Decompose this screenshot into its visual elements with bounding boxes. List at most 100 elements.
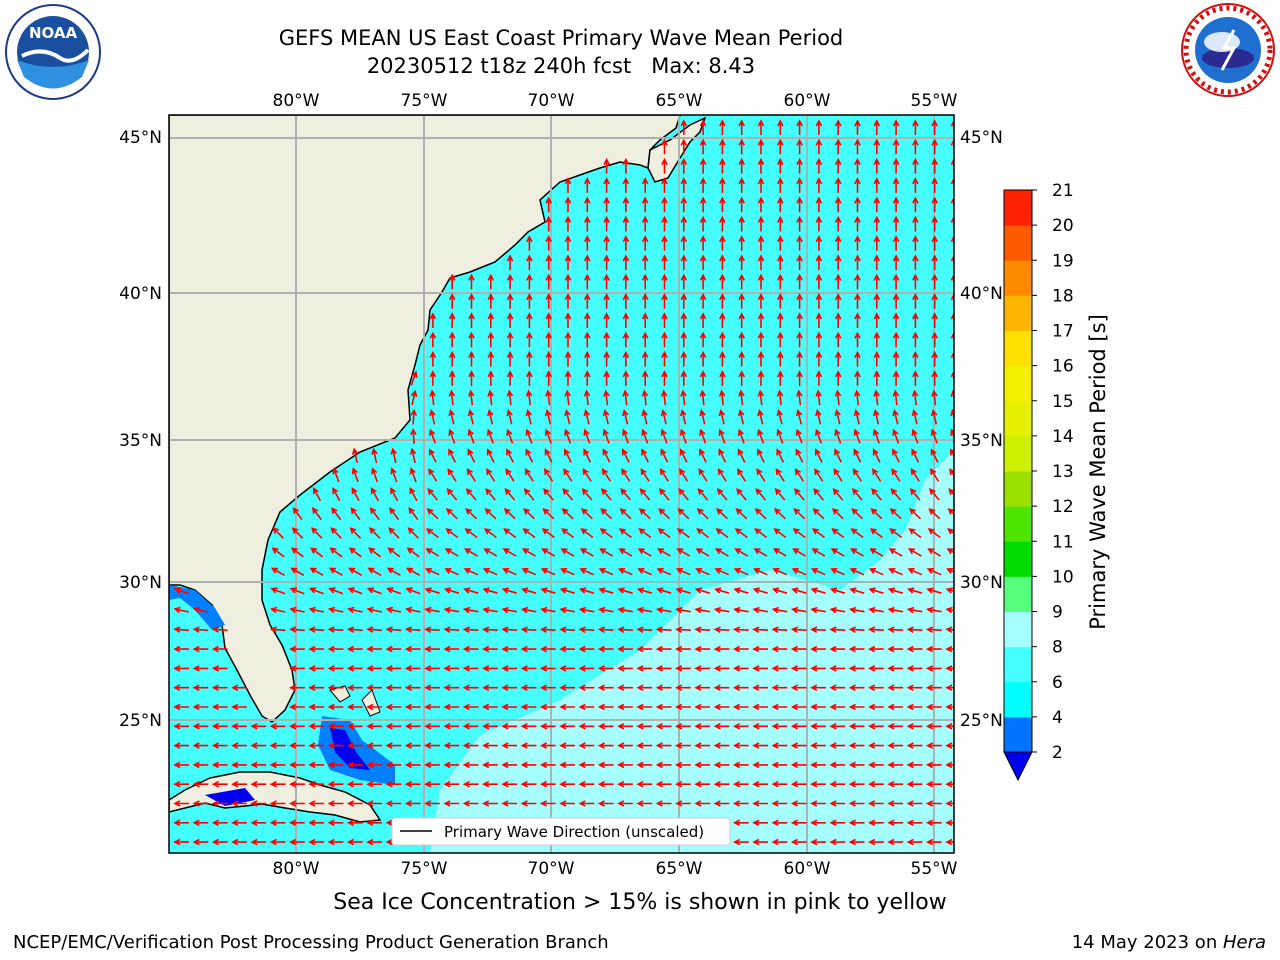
wave-direction-arrow bbox=[390, 486, 399, 502]
wave-direction-arrow bbox=[370, 486, 380, 502]
wave-direction-arrow bbox=[733, 587, 749, 594]
wave-direction-arrow bbox=[738, 138, 746, 155]
wave-direction-arrow bbox=[834, 312, 842, 328]
wave-direction-arrow bbox=[771, 684, 788, 692]
wave-direction-arrow bbox=[813, 487, 825, 501]
wave-direction-arrow bbox=[868, 838, 884, 846]
wave-direction-arrow bbox=[714, 587, 730, 594]
wave-direction-arrow bbox=[390, 467, 398, 483]
wave-direction-arrow bbox=[327, 645, 344, 653]
wave-direction-arrow bbox=[583, 312, 591, 328]
wave-direction-arrow bbox=[699, 409, 706, 425]
wave-direction-arrow bbox=[925, 626, 942, 633]
wave-direction-arrow bbox=[831, 528, 845, 539]
wave-direction-arrow bbox=[622, 389, 629, 406]
wave-direction-arrow bbox=[796, 119, 803, 135]
wave-direction-arrow bbox=[832, 487, 844, 501]
wave-direction-arrow bbox=[754, 528, 768, 539]
wave-direction-arrow bbox=[468, 273, 475, 290]
wave-direction-arrow bbox=[641, 292, 649, 309]
wave-direction-arrow bbox=[597, 703, 614, 711]
wave-direction-arrow bbox=[482, 703, 498, 711]
wave-direction-arrow bbox=[617, 665, 633, 672]
wave-direction-arrow bbox=[448, 312, 456, 328]
wave-direction-arrow bbox=[834, 448, 843, 463]
wave-direction-arrow bbox=[776, 138, 784, 155]
wave-direction-arrow bbox=[810, 567, 826, 576]
wave-direction-arrow bbox=[309, 567, 324, 576]
wave-direction-arrow bbox=[868, 780, 884, 788]
wave-direction-arrow bbox=[834, 196, 842, 213]
wave-direction-arrow bbox=[815, 331, 823, 348]
wave-direction-arrow bbox=[854, 215, 861, 232]
wave-direction-arrow bbox=[523, 508, 536, 520]
wave-direction-arrow bbox=[559, 761, 575, 769]
wave-direction-arrow bbox=[947, 528, 954, 535]
wave-direction-arrow bbox=[870, 508, 883, 520]
wave-direction-arrow bbox=[583, 428, 591, 444]
wave-direction-arrow bbox=[173, 742, 189, 749]
wave-direction-arrow bbox=[790, 703, 807, 711]
wave-direction-arrow bbox=[506, 370, 514, 386]
wave-direction-arrow bbox=[736, 468, 747, 482]
wave-direction-arrow bbox=[583, 235, 591, 251]
wave-direction-arrow bbox=[889, 528, 903, 539]
wave-direction-arrow bbox=[308, 838, 325, 846]
wave-direction-arrow bbox=[699, 119, 707, 135]
colorbar-tick-label: 13 bbox=[1052, 462, 1074, 482]
wave-direction-arrow bbox=[269, 838, 286, 846]
wave-direction-arrow bbox=[829, 684, 846, 692]
wave-direction-arrow bbox=[482, 645, 498, 653]
wave-direction-arrow bbox=[912, 350, 919, 367]
wave-direction-arrow bbox=[641, 370, 649, 386]
wave-direction-arrow bbox=[868, 626, 884, 633]
wave-direction-arrow bbox=[732, 819, 749, 827]
wave-direction-arrow bbox=[873, 312, 881, 328]
wave-direction-arrow bbox=[851, 487, 863, 501]
wave-direction-arrow bbox=[526, 273, 533, 290]
wave-direction-arrow bbox=[636, 665, 653, 672]
wave-direction-arrow bbox=[427, 487, 439, 501]
wave-direction-arrow bbox=[848, 684, 865, 692]
lon-label-top: 75°W bbox=[401, 91, 448, 111]
wave-direction-arrow bbox=[545, 196, 553, 213]
wave-direction-arrow bbox=[892, 157, 900, 174]
wave-direction-arrow bbox=[871, 487, 882, 501]
colorbar-tick-label: 4 bbox=[1052, 708, 1063, 728]
wave-direction-arrow bbox=[757, 157, 765, 174]
wave-direction-arrow bbox=[791, 567, 807, 576]
wave-direction-arrow bbox=[931, 235, 939, 251]
wave-direction-arrow bbox=[950, 428, 954, 440]
wave-direction-arrow bbox=[887, 703, 904, 711]
wave-direction-arrow bbox=[738, 273, 746, 290]
wave-direction-arrow bbox=[853, 409, 861, 425]
wave-direction-arrow bbox=[599, 548, 614, 557]
wave-direction-arrow bbox=[636, 800, 653, 807]
wave-direction-arrow bbox=[506, 331, 514, 348]
wave-direction-arrow bbox=[506, 273, 514, 290]
wave-direction-arrow bbox=[873, 370, 881, 386]
wave-direction-arrow bbox=[771, 587, 788, 594]
wave-direction-arrow bbox=[501, 761, 518, 769]
wave-direction-arrow bbox=[752, 587, 768, 594]
wave-direction-arrow bbox=[617, 606, 633, 614]
wave-direction-arrow bbox=[327, 761, 344, 769]
lat-label-left: 40°N bbox=[119, 284, 162, 304]
wave-direction-arrow bbox=[231, 722, 247, 730]
wave-direction-arrow bbox=[925, 665, 942, 672]
wave-direction-arrow bbox=[429, 428, 437, 444]
wave-direction-arrow bbox=[854, 157, 861, 174]
colorbar-tick-label: 8 bbox=[1052, 638, 1063, 658]
wave-direction-arrow bbox=[912, 254, 919, 271]
wave-direction-arrow bbox=[829, 606, 846, 614]
wave-direction-arrow bbox=[811, 528, 825, 539]
wave-direction-arrow bbox=[925, 645, 942, 653]
wave-direction-arrow bbox=[641, 273, 649, 290]
wave-direction-arrow bbox=[732, 665, 749, 672]
wave-direction-arrow bbox=[443, 742, 460, 749]
wave-direction-arrow bbox=[757, 292, 765, 309]
wave-direction-arrow bbox=[619, 508, 632, 520]
wave-direction-arrow bbox=[269, 780, 286, 788]
colorbar-tick-label: 16 bbox=[1052, 357, 1074, 377]
wave-direction-arrow bbox=[752, 761, 768, 769]
